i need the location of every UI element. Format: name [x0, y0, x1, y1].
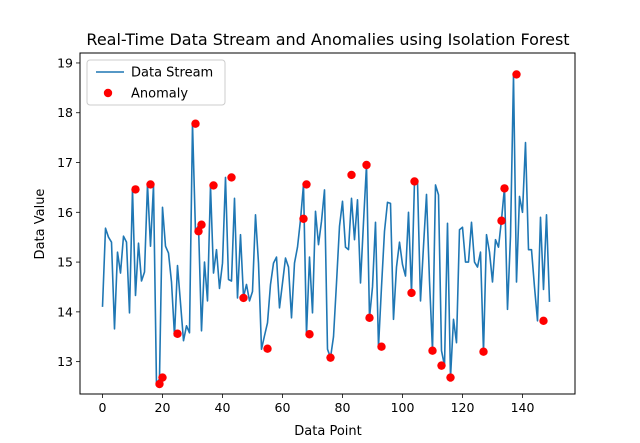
anomaly-point	[305, 330, 314, 339]
anomaly-point	[239, 293, 248, 303]
anomaly-point	[479, 347, 488, 356]
x-tick-label: 100	[391, 400, 415, 415]
anomaly-point	[197, 220, 206, 229]
x-tick-label: 40	[215, 400, 231, 415]
anomaly-point	[365, 313, 374, 323]
anomaly-point	[446, 373, 455, 382]
anomaly-point	[428, 346, 437, 355]
y-tick-label: 17	[57, 155, 73, 170]
anomaly-point	[194, 227, 203, 236]
legend-label-anomaly: Anomaly	[131, 87, 188, 102]
anomaly-point	[155, 379, 164, 389]
legend-label-data-stream: Data Stream	[131, 66, 213, 81]
anomaly-point	[407, 288, 416, 298]
anomaly-point	[539, 316, 548, 326]
anomaly-point	[191, 119, 200, 128]
anomaly-point	[302, 180, 311, 189]
anomaly-point	[299, 214, 308, 223]
y-tick-label: 16	[57, 205, 73, 220]
x-axis-label: Data Point	[294, 424, 361, 439]
x-tick-label: 0	[99, 400, 107, 415]
anomaly-point	[146, 180, 155, 189]
anomaly-point	[158, 373, 167, 382]
anomaly-point	[209, 181, 218, 190]
anomaly-point	[410, 177, 419, 186]
legend: Data Stream Anomaly	[86, 59, 226, 106]
anomaly-point	[377, 342, 386, 351]
x-axis: 0 20 40 60 80 100 120 140	[99, 394, 535, 415]
plot-area	[101, 70, 551, 389]
anomaly-point	[263, 344, 272, 353]
x-tick-label: 60	[275, 400, 291, 415]
y-tick-label: 18	[57, 105, 73, 120]
anomaly-point	[347, 170, 356, 180]
y-tick-label: 13	[57, 354, 73, 369]
x-tick-label: 120	[451, 400, 475, 415]
y-tick-label: 14	[57, 304, 73, 319]
anomaly-point	[362, 160, 371, 170]
y-axis: 13 14 15 16 17 18 19	[57, 55, 80, 369]
x-tick-label: 80	[335, 400, 351, 415]
anomaly-point	[326, 353, 335, 362]
chart-title: Real-Time Data Stream and Anomalies usin…	[86, 30, 569, 49]
anomaly-point	[173, 329, 182, 338]
legend-marker-anomaly	[103, 88, 113, 98]
anomaly-point	[437, 361, 446, 370]
x-tick-label: 140	[511, 400, 535, 415]
anomaly-point	[497, 216, 506, 225]
y-tick-label: 19	[57, 55, 73, 70]
anomaly-point	[500, 184, 509, 193]
y-tick-label: 15	[57, 255, 73, 270]
data-stream-line	[101, 74, 551, 387]
x-tick-label: 20	[155, 400, 171, 415]
axes-frame	[79, 52, 576, 395]
anomaly-point	[131, 185, 140, 194]
anomaly-point	[227, 173, 236, 182]
y-axis-label: Data Value	[33, 189, 48, 260]
anomaly-point	[512, 70, 521, 79]
